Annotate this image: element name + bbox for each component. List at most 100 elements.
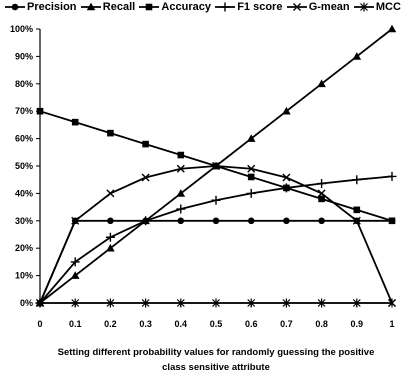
x-tick-label: 0.6 bbox=[245, 319, 258, 329]
data-point bbox=[71, 298, 80, 308]
x-tick-label: 0.7 bbox=[280, 319, 293, 329]
data-point bbox=[283, 217, 290, 225]
data-point bbox=[212, 162, 220, 170]
data-point bbox=[106, 298, 115, 308]
data-point bbox=[281, 183, 291, 193]
legend-swatch bbox=[5, 3, 25, 11]
x-tick-label: 1 bbox=[389, 319, 394, 329]
data-point bbox=[318, 195, 325, 203]
legend-swatch-marker bbox=[220, 2, 230, 12]
data-point bbox=[317, 79, 326, 88]
x-axis-label: Setting different probability values for… bbox=[40, 345, 392, 375]
data-point bbox=[282, 106, 291, 115]
data-point bbox=[141, 216, 151, 226]
series-mcc bbox=[36, 298, 396, 308]
data-point bbox=[105, 232, 115, 242]
legend-item: Accuracy bbox=[138, 1, 211, 13]
data-point bbox=[246, 134, 256, 142]
data-point bbox=[106, 189, 115, 198]
data-point bbox=[107, 217, 114, 225]
data-point bbox=[176, 189, 186, 197]
y-tick-label: 90% bbox=[15, 51, 33, 61]
data-point bbox=[247, 173, 255, 181]
series-line bbox=[39, 175, 393, 304]
data-point bbox=[317, 189, 326, 198]
legend-label: MCC bbox=[375, 1, 401, 13]
series-g-mean bbox=[36, 162, 396, 307]
legend-item: MCC bbox=[353, 1, 401, 13]
legend-item: G-mean bbox=[286, 1, 350, 13]
x-tick-label: 0.9 bbox=[351, 319, 364, 329]
data-point bbox=[318, 217, 325, 225]
data-point bbox=[246, 188, 256, 198]
data-point bbox=[352, 216, 361, 225]
x-tick-label: 0.8 bbox=[315, 319, 328, 329]
data-point bbox=[176, 298, 185, 308]
y-tick-label: 70% bbox=[15, 106, 33, 116]
data-point bbox=[387, 171, 397, 181]
data-point bbox=[71, 118, 79, 126]
legend-swatch bbox=[286, 3, 307, 11]
x-tick-label: 0.5 bbox=[210, 319, 223, 329]
y-tick-label: 60% bbox=[15, 134, 33, 144]
legend-label: G-mean bbox=[308, 1, 350, 13]
data-point bbox=[387, 24, 397, 33]
legend-swatch bbox=[353, 2, 374, 12]
data-point bbox=[247, 217, 255, 225]
data-point bbox=[388, 298, 396, 308]
x-tick-label: 0.4 bbox=[175, 319, 188, 329]
legend-label: Accuracy bbox=[161, 1, 211, 13]
data-point bbox=[70, 257, 80, 267]
y-tick-label: 20% bbox=[15, 243, 33, 253]
data-point bbox=[70, 271, 80, 279]
data-point bbox=[352, 175, 362, 185]
data-point bbox=[352, 52, 362, 60]
x-tick-label: 0.2 bbox=[104, 319, 117, 329]
legend-label: Precision bbox=[27, 1, 77, 13]
legend-label: Recall bbox=[102, 1, 136, 13]
series-f1-score bbox=[35, 171, 397, 308]
x-axis-label-line-2: class sensitive attribute bbox=[162, 362, 270, 373]
y-tick-label: 100% bbox=[10, 24, 33, 34]
chart-legend: Precision Recall Accuracy F1 score G-mean MCC bbox=[4, 1, 401, 13]
legend-swatch bbox=[215, 2, 236, 12]
data-point bbox=[177, 217, 185, 225]
data-point bbox=[107, 129, 114, 137]
y-tick-label: 30% bbox=[15, 216, 33, 226]
data-point bbox=[141, 173, 150, 182]
y-tick-label: 50% bbox=[15, 161, 33, 171]
data-point bbox=[317, 179, 327, 189]
data-point bbox=[71, 216, 80, 225]
legend-label: F1 score bbox=[237, 1, 283, 13]
data-point bbox=[282, 173, 291, 182]
data-point bbox=[282, 298, 291, 308]
x-tick-label: 0.1 bbox=[69, 319, 82, 329]
y-tick-label: 40% bbox=[15, 188, 33, 198]
series-line bbox=[39, 165, 393, 304]
legend-swatch-marker bbox=[146, 3, 153, 11]
data-point bbox=[176, 204, 186, 214]
y-tick-label: 10% bbox=[15, 271, 33, 281]
data-point bbox=[352, 298, 361, 308]
data-point bbox=[388, 217, 396, 225]
x-axis-label-line-1: Setting different probability values for… bbox=[57, 347, 375, 358]
x-tick-label: 0.3 bbox=[139, 319, 152, 329]
data-point bbox=[177, 151, 185, 159]
data-point bbox=[176, 164, 185, 173]
legend-item: Precision bbox=[4, 1, 77, 13]
data-point bbox=[106, 243, 115, 252]
data-point bbox=[36, 107, 44, 115]
data-point bbox=[247, 298, 256, 308]
y-tick-label: 80% bbox=[15, 79, 33, 89]
legend-swatch bbox=[80, 2, 101, 11]
legend-swatch bbox=[139, 3, 160, 11]
legend-swatch-marker bbox=[359, 2, 368, 12]
legend-swatch-marker bbox=[292, 3, 301, 11]
x-tick-label: 0 bbox=[37, 319, 42, 329]
data-point bbox=[212, 298, 220, 308]
data-point bbox=[211, 195, 221, 205]
data-point bbox=[36, 298, 44, 308]
legend-item: Recall bbox=[80, 1, 135, 13]
legend-item: F1 score bbox=[214, 1, 282, 13]
